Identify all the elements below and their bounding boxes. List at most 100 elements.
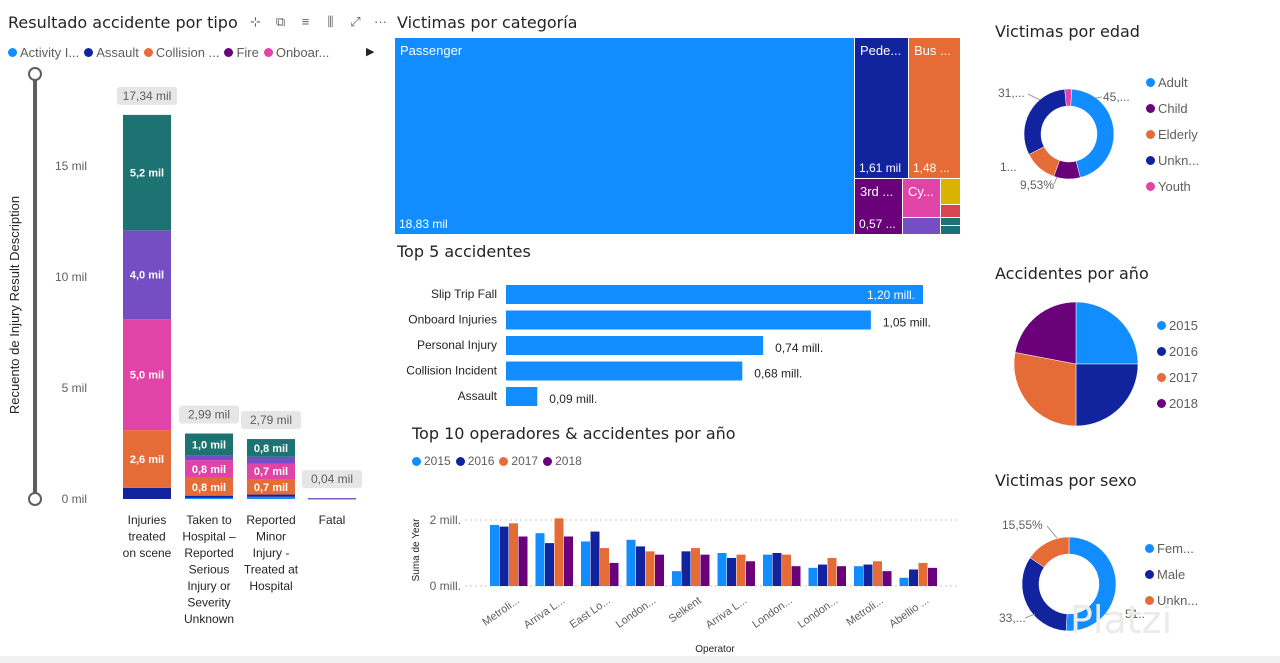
legend-item[interactable]: Unkn... <box>1145 592 1198 609</box>
total-label: 17,34 mil <box>123 89 172 103</box>
treemap-tile-label: Pede... <box>860 43 901 58</box>
segment-label: 5,2 mil <box>130 168 164 180</box>
segment-label: 5,0 mil <box>130 370 164 382</box>
treemap-tile <box>909 38 960 178</box>
x-category-label: London... <box>750 595 794 631</box>
stacked-segment <box>247 479 295 495</box>
filter-icon[interactable]: ≡ <box>301 14 310 29</box>
legend-item[interactable]: Elderly <box>1146 126 1199 143</box>
legend-item[interactable]: 2016 <box>1157 343 1198 360</box>
legend-item[interactable]: 2015 <box>412 454 451 468</box>
operator-bar <box>535 533 545 586</box>
legend-item[interactable]: 2016 <box>455 454 494 468</box>
top5-value-label: 0,68 mill. <box>754 367 802 381</box>
treemap-small-tile <box>903 218 940 234</box>
stacked-segment <box>185 433 233 456</box>
leader-line <box>1053 176 1058 185</box>
x-category-line: Reported <box>246 513 295 527</box>
legend-item[interactable]: 2015 <box>1157 317 1198 334</box>
legend-dot <box>1146 78 1155 87</box>
legend-next-arrow[interactable]: ▶ <box>366 46 375 58</box>
year-title: Accidentes por año <box>995 264 1149 283</box>
x-category-line: Treated at <box>244 563 299 577</box>
legend-item[interactable]: Male <box>1145 566 1198 583</box>
copy-icon[interactable]: ⧉ <box>275 14 286 29</box>
pie-slice <box>1065 536 1117 632</box>
legend-item[interactable]: Unkn... <box>1146 152 1199 169</box>
sex-legend: Fem... Male Unkn... <box>1145 540 1203 618</box>
legend-item[interactable]: Fem... <box>1145 540 1198 557</box>
legend-item[interactable]: Youth <box>1146 178 1199 195</box>
legend-item[interactable]: Fire <box>224 45 259 60</box>
operator-bar <box>808 567 818 586</box>
pin-icon[interactable]: ⊹ <box>250 14 261 29</box>
y-tick-label: 10 mil <box>55 270 87 284</box>
slice-label: 1... <box>1000 160 1017 174</box>
legend-item[interactable]: 2017 <box>1157 369 1198 386</box>
x-category-label: Selkent <box>667 595 704 626</box>
stacked-column-chart: Recuento de Injury Result Description 0 m… <box>7 67 362 626</box>
treemap-tile-label: Bus ... <box>914 43 951 58</box>
total-label-bg <box>179 405 239 424</box>
operators-title: Top 10 operadores & accidentes por año <box>412 424 736 443</box>
leader-line <box>1046 525 1058 539</box>
pie-slice <box>1013 352 1077 427</box>
stacked-segment <box>123 114 171 231</box>
legend-dot <box>1157 321 1166 330</box>
x-category-line: Fatal <box>319 513 346 527</box>
treemap-tile-label: Cy... <box>908 184 934 199</box>
legend-item[interactable]: Assault <box>84 45 139 60</box>
x-category-label: Metroli... <box>844 595 885 629</box>
x-category-label: Abellio ... <box>887 595 931 631</box>
segment-label: 1,0 mil <box>192 440 226 452</box>
x-category-line: Minor <box>256 530 286 544</box>
x-category-line: treated <box>128 530 165 544</box>
legend-label: Collision ... <box>155 45 220 60</box>
legend-item[interactable]: Onboar... <box>263 45 329 60</box>
focus-icon[interactable]: ⫼ <box>327 14 334 29</box>
pie-slice <box>1023 88 1067 155</box>
pie-slice <box>1014 301 1077 365</box>
operator-bar <box>928 567 937 586</box>
total-label: 0,04 mil <box>311 472 353 486</box>
legend-item[interactable]: Activity I... <box>8 45 79 60</box>
operator-bar <box>736 554 746 586</box>
x-category-line: Severity <box>187 596 230 610</box>
segment-label: 4,0 mil <box>130 270 164 282</box>
expand-icon[interactable]: ⤢ <box>350 14 361 29</box>
legend-dot <box>1157 373 1166 382</box>
top5-category-label: Onboard Injuries <box>408 313 497 327</box>
legend-label: Elderly <box>1158 127 1198 142</box>
operator-bar <box>717 553 727 586</box>
x-axis-label: Operator <box>695 644 735 655</box>
operator-bar <box>782 554 791 586</box>
legend-item[interactable]: Adult <box>1146 74 1199 91</box>
more-icon[interactable]: ··· <box>374 14 387 29</box>
operator-bar <box>882 571 892 586</box>
top5-category-label: Slip Trip Fall <box>431 287 497 301</box>
top5-value-label: 1,05 mill. <box>883 316 931 330</box>
operator-bar <box>518 536 528 586</box>
slice-label: 31,... <box>998 86 1025 100</box>
x-category-label: Arriva L... <box>522 595 567 632</box>
legend-item[interactable]: Collision ... <box>143 45 220 60</box>
stacked-chart-title: Resultado accidente por tipo <box>8 13 238 32</box>
total-label-bg <box>241 411 301 430</box>
operator-bar <box>727 557 736 586</box>
legend-item[interactable]: 2018 <box>543 454 582 468</box>
legend-item[interactable]: 2017 <box>499 454 538 468</box>
operator-bar <box>854 566 863 586</box>
treemap-tile <box>903 179 940 217</box>
treemap-chart: Passenger 18,83 mil Pede... 1,61 mil Bus ...… <box>395 38 960 234</box>
operator-bar <box>499 526 509 586</box>
legend-label: 2018 <box>555 454 582 468</box>
x-category-line: Injury or <box>187 579 230 593</box>
segment-label: 2,6 mil <box>130 454 164 466</box>
operator-bar <box>691 548 700 586</box>
legend-item[interactable]: 2018 <box>1157 395 1198 412</box>
legend-item[interactable]: Child <box>1146 100 1199 117</box>
treemap-tile <box>395 38 854 234</box>
treemap-small-tile <box>941 179 960 204</box>
pie-slice <box>1070 88 1115 178</box>
legend-label: 2018 <box>1169 396 1198 411</box>
